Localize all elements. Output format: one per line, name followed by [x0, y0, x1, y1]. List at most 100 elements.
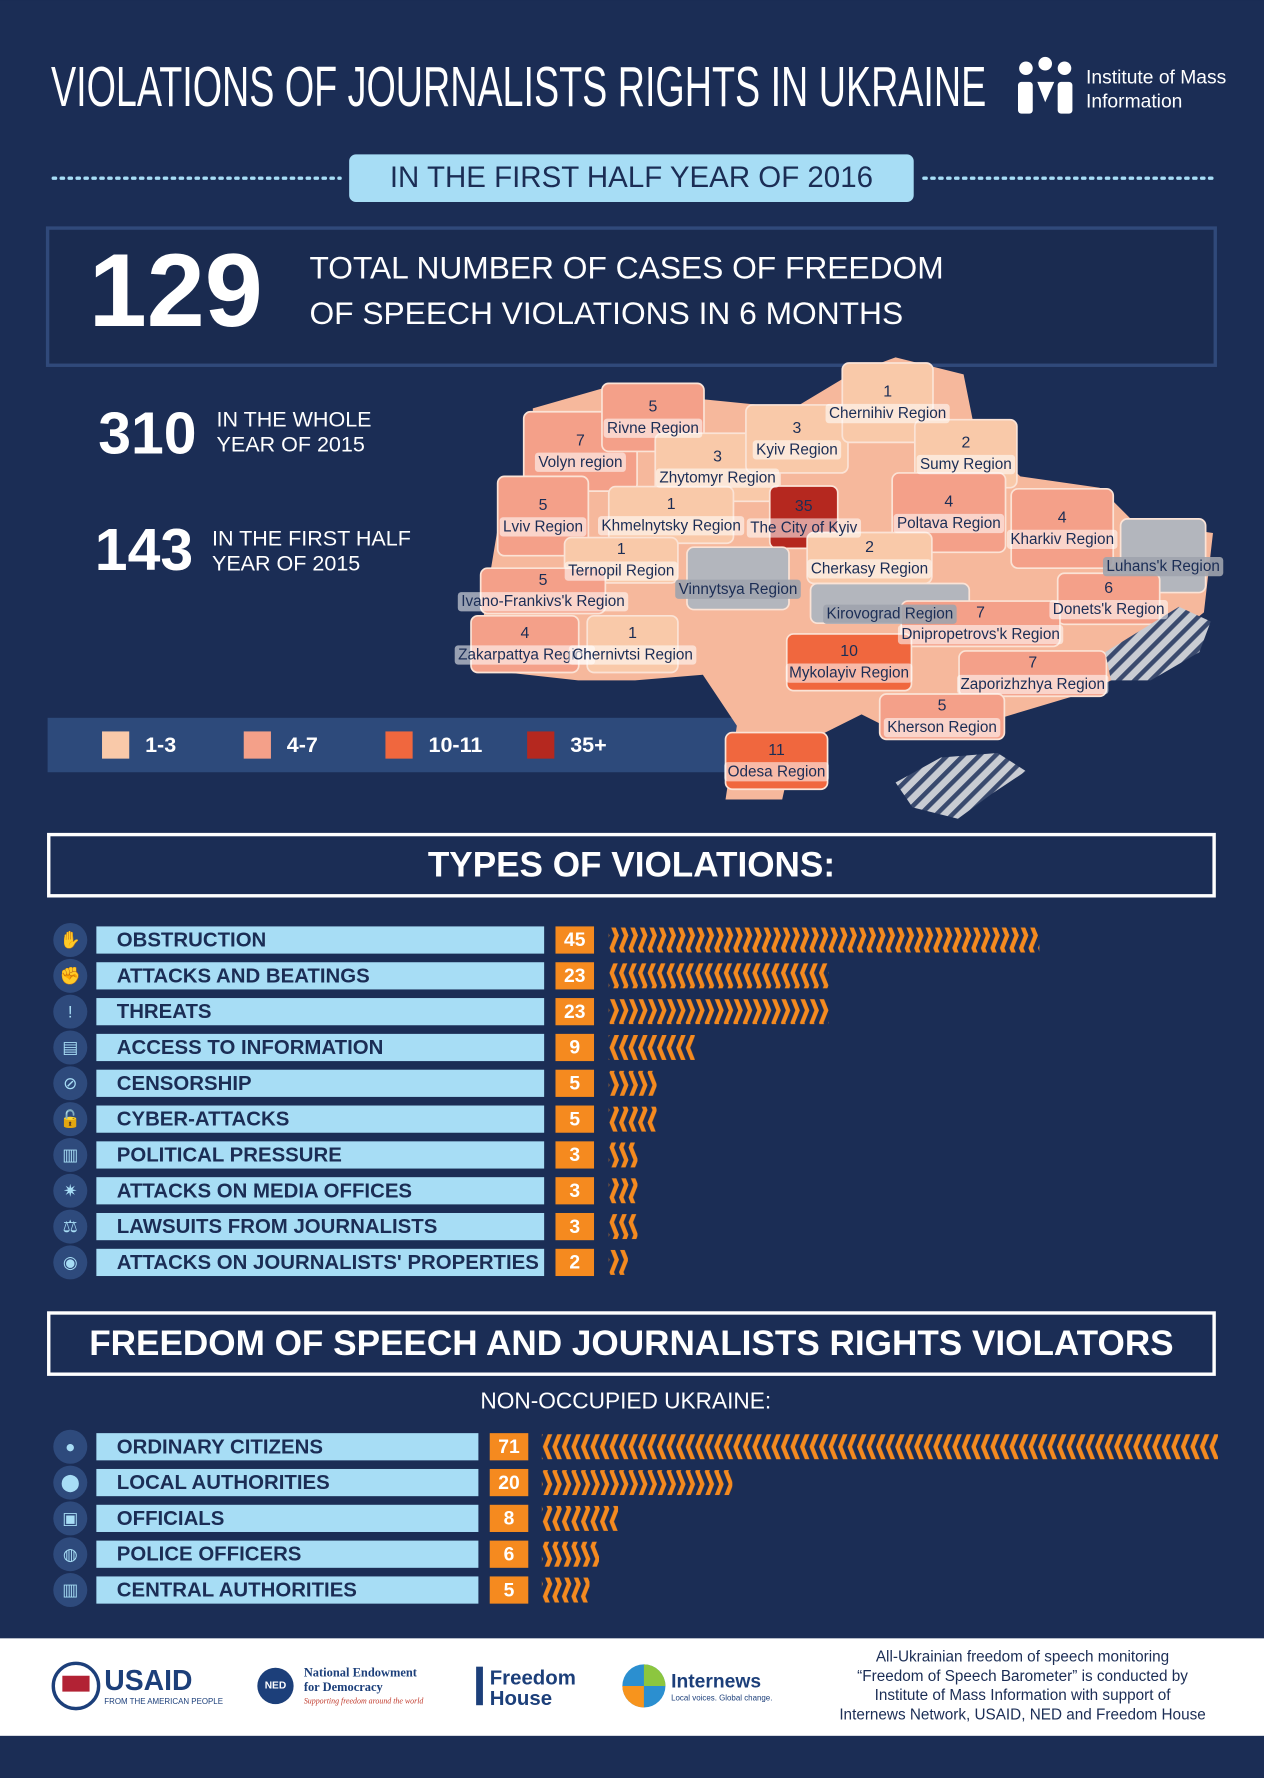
region-label: Cherkasy Region [811, 560, 928, 577]
region-label: Chernivtsi Region [572, 647, 693, 664]
value-badge-text: 5 [569, 1109, 580, 1130]
value-badge-text: 5 [569, 1074, 580, 1095]
region-label-box [825, 403, 950, 424]
region-label-box [568, 645, 697, 665]
row-icon [53, 1209, 88, 1244]
value-badge [555, 1212, 595, 1241]
row-label: OBSTRUCTION [117, 930, 267, 952]
value-bar [608, 1035, 695, 1060]
value-bar [608, 999, 829, 1025]
row-label-bar [96, 998, 545, 1026]
region-label: Sumy Region [920, 456, 1012, 473]
region-value: 5 [539, 497, 548, 514]
region-value: 7 [976, 605, 985, 622]
region-label: Lviv Region [503, 518, 583, 535]
region-value: 7 [576, 432, 585, 449]
region-label: Kirovograd Region [827, 606, 954, 623]
comparison-label: IN THE FIRST HALF [212, 527, 411, 551]
region-label-box [454, 645, 596, 665]
region-value: 10 [840, 643, 858, 660]
value-bar [541, 1434, 1218, 1460]
row-icon-glyph: ! [68, 1002, 73, 1021]
region-label-box [807, 559, 932, 579]
region-label: Vinnytsya Region [679, 581, 798, 598]
occupied-area [1105, 606, 1211, 681]
section-box [47, 832, 1216, 898]
row-label: ATTACKS ON MEDIA OFFICES [117, 1180, 412, 1202]
ned-logo [257, 1667, 294, 1705]
total-label: OF SPEECH VIOLATIONS IN 6 MONTHS [309, 295, 903, 331]
ned-tagline: Supporting freedom around the world [304, 1697, 424, 1706]
legend-label: 10-11 [429, 733, 483, 757]
region-label: Ivano-Frankivs'k Region [461, 593, 625, 610]
section-title: FREEDOM OF SPEECH AND JOURNALISTS RIGHTS… [89, 1324, 1173, 1363]
value-badge [555, 1105, 595, 1133]
row-label-bar [96, 962, 545, 990]
row-icon [53, 1537, 88, 1572]
region-label-box [916, 454, 1016, 475]
internews: Internews [671, 1672, 761, 1693]
value-bar [608, 1214, 638, 1240]
row-icon [53, 1465, 88, 1500]
value-bar [608, 963, 829, 989]
row-icon [53, 1173, 88, 1208]
ned-name: for Democracy [304, 1680, 384, 1694]
row-icon-glyph: ◍ [63, 1545, 78, 1564]
region-label: Luhans'k Region [1106, 558, 1219, 575]
region-label-box [785, 663, 913, 683]
map: Volyn region 7 Rivne Region 5 Zhytomyr Regio… [454, 357, 1224, 819]
region-label-box [597, 516, 745, 536]
row-label-bar [96, 1069, 545, 1097]
row-label: POLICE OFFICERS [117, 1544, 302, 1566]
region-label: Khmelnytsky Region [601, 517, 740, 534]
region-value: 1 [628, 625, 637, 642]
footer-note-line: All-Ukrainian freedom of speech monitori… [876, 1649, 1169, 1666]
value-badge-text: 45 [564, 930, 586, 951]
row-label-bar [96, 1212, 545, 1241]
value-bar [608, 1249, 628, 1275]
row-label: OFFICIALS [117, 1508, 225, 1530]
region-label-box [603, 418, 703, 438]
row-icon-glyph: ✷ [63, 1181, 77, 1200]
row-label-bar [96, 1033, 545, 1062]
region-label-box [883, 717, 1001, 738]
region-value: 11 [768, 742, 785, 759]
section-title: TYPES OF VIOLATIONS: [428, 846, 835, 885]
value-badge [555, 926, 595, 954]
region-label-box [752, 440, 842, 460]
logo-text: Institute of Mass [1086, 68, 1226, 89]
region-label-box [746, 518, 862, 538]
value-badge-text: 20 [498, 1473, 519, 1494]
value-bar [541, 1541, 600, 1567]
region-value: 4 [944, 494, 953, 511]
region-label-box [534, 452, 626, 472]
region-label-box [1049, 600, 1168, 620]
region-label-box [1102, 556, 1224, 577]
row-icon [53, 1573, 88, 1608]
region-value: 7 [1028, 655, 1037, 672]
internews-tagline: Local voices. Global change. [671, 1694, 772, 1703]
region-value: 2 [865, 539, 874, 556]
row-label: POLITICAL PRESSURE [117, 1144, 342, 1166]
row-icon-glyph: 🔓 [60, 1109, 81, 1129]
row-label-bar [96, 1177, 545, 1205]
freedom-house: House [490, 1688, 552, 1710]
value-badge-text: 3 [569, 1217, 580, 1238]
subtitle: IN THE FIRST HALF YEAR OF 2016 [390, 161, 873, 194]
region-label: Odesa Region [728, 763, 826, 780]
freedom-house: Freedom [490, 1668, 576, 1690]
value-bar [541, 1577, 590, 1603]
footer-note: All-Ukrainian freedom of speech monitori… [839, 1649, 1205, 1724]
row-icon [53, 1245, 88, 1280]
map-region [1010, 487, 1115, 570]
region-label: Rivne Region [607, 420, 699, 437]
row-icon-glyph: ⬤ [61, 1473, 80, 1493]
row-label: ACCESS TO INFORMATION [117, 1037, 384, 1059]
region-label: Zaporizhzhya Region [960, 676, 1105, 693]
row-label-bar [96, 1540, 479, 1568]
row-label: THREATS [117, 1001, 212, 1023]
row-icon [53, 1066, 88, 1101]
value-badge [555, 962, 595, 990]
region-label: Ternopil Region [568, 563, 674, 580]
